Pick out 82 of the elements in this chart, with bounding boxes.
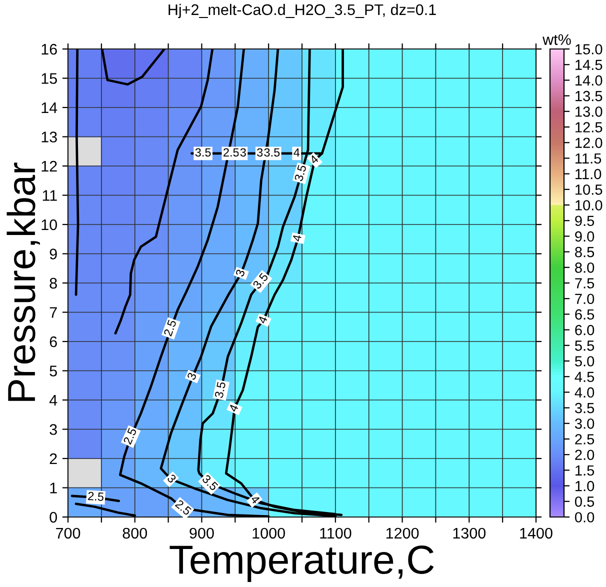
color-bar-label: 7.0 bbox=[575, 294, 594, 304]
annotation: 3 bbox=[235, 268, 246, 278]
y-tick-label: 0 bbox=[50, 512, 57, 523]
annotation: 4 bbox=[258, 315, 268, 324]
color-bar-label: 15.0 bbox=[576, 44, 602, 54]
annotation: 3.5 bbox=[195, 148, 211, 157]
annotation: 4 bbox=[292, 234, 302, 242]
annotation: 3.5 bbox=[214, 381, 226, 398]
color-bar-label: 3.5 bbox=[574, 402, 594, 414]
color-bar-label: 12.0 bbox=[576, 138, 602, 148]
y-tick-label: 5 bbox=[50, 366, 57, 376]
annotation: 2.5 bbox=[123, 427, 137, 445]
x-tick-label: 800 bbox=[122, 528, 148, 539]
color-bar-label: 2.0 bbox=[575, 450, 594, 460]
x-tick-label: 1400 bbox=[520, 528, 552, 539]
annotation: 2.5 bbox=[88, 492, 104, 502]
y-tick-label: 10 bbox=[42, 219, 57, 230]
y-tick-label: 8 bbox=[50, 278, 57, 289]
chart-title: Hj+2_melt-CaO.d_H2O_3.5_PT, dz=0.1 bbox=[168, 4, 436, 18]
color-bar-label: 5.5 bbox=[575, 340, 594, 351]
x-tick-label: 700 bbox=[56, 528, 80, 539]
y-tick-label: 15 bbox=[42, 73, 57, 84]
x-tick-label: 1200 bbox=[386, 528, 419, 539]
color-bar-label: 9.0 bbox=[575, 231, 594, 242]
y-tick-label: 3 bbox=[50, 424, 57, 435]
annotation: 4 bbox=[250, 494, 260, 504]
y-axis-title: Pressure,kbar bbox=[6, 162, 40, 401]
color-bar-title: wt% bbox=[542, 34, 571, 45]
annotation: 3 bbox=[257, 148, 263, 157]
color-bar-label: 8.5 bbox=[575, 246, 594, 258]
color-bar-label: 5.0 bbox=[575, 356, 594, 366]
color-bar-label: 4.5 bbox=[574, 372, 594, 382]
x-tick-label: 1000 bbox=[252, 528, 285, 539]
color-bar-label: 9.5 bbox=[575, 216, 594, 226]
annotation: 2.5 bbox=[163, 319, 177, 337]
color-bar-label: 7.5 bbox=[575, 278, 594, 288]
annotation: 4 bbox=[309, 154, 319, 164]
annotation: 3.5 bbox=[294, 164, 306, 182]
color-bar-label: 6.0 bbox=[575, 324, 594, 336]
x-tick-label: 900 bbox=[190, 528, 214, 539]
color-bar-label: 11.0 bbox=[576, 168, 602, 180]
color-bar-label: 1.0 bbox=[576, 480, 594, 492]
color-bar-label: 2.5 bbox=[575, 434, 594, 444]
annotation: 3.5 bbox=[252, 272, 269, 290]
color-bar-label: 12.5 bbox=[576, 122, 602, 132]
color-bar-label: 1.5 bbox=[576, 465, 594, 476]
y-tick-label: 4 bbox=[49, 395, 58, 406]
x-axis-title: Temperature,C bbox=[170, 546, 434, 582]
color-bar-label: 3.0 bbox=[574, 418, 594, 429]
color-bar-label: 14.0 bbox=[576, 75, 602, 86]
y-tick-label: 6 bbox=[50, 336, 57, 348]
x-tick-label: 1300 bbox=[453, 528, 486, 539]
annotation: 3.5 bbox=[202, 474, 219, 492]
y-tick-label: 14 bbox=[42, 102, 58, 114]
y-tick-label: 7 bbox=[50, 307, 57, 318]
color-bar-label: 6.5 bbox=[575, 309, 594, 320]
color-bar-label: 0.0 bbox=[574, 512, 594, 522]
color-bar-label: 10.0 bbox=[576, 200, 602, 210]
color-bar-label: 13.5 bbox=[576, 90, 602, 102]
color-bar-label: 14.5 bbox=[576, 60, 602, 70]
y-tick-label: 16 bbox=[42, 44, 57, 55]
annotation: 4 bbox=[294, 148, 300, 156]
color-bar-label: 10.5 bbox=[576, 184, 602, 195]
y-tick-label: 1 bbox=[50, 482, 57, 494]
annotation: 2.5 bbox=[174, 499, 192, 516]
y-tick-label: 13 bbox=[42, 132, 57, 142]
annotation: 4 bbox=[228, 404, 238, 412]
annotation: 3 bbox=[240, 148, 246, 157]
annotation: 2.5 bbox=[224, 148, 239, 157]
annotation: 3 bbox=[166, 474, 177, 484]
x-tick-label: 1100 bbox=[320, 528, 352, 539]
annotation: 3.5 bbox=[264, 148, 280, 157]
annotation: 3 bbox=[186, 372, 197, 380]
color-bar-label: 0.5 bbox=[574, 496, 594, 507]
color-bar-label: 11.5 bbox=[576, 153, 602, 164]
y-tick-label: 9 bbox=[50, 248, 57, 260]
color-bar-label: 4.0 bbox=[574, 387, 594, 398]
color-bar-label: 13.0 bbox=[576, 106, 602, 117]
y-tick-label: 12 bbox=[42, 160, 57, 172]
y-tick-label: 11 bbox=[42, 190, 57, 201]
y-tick-label: 2 bbox=[50, 453, 57, 464]
color-bar-label: 8.0 bbox=[575, 262, 594, 273]
